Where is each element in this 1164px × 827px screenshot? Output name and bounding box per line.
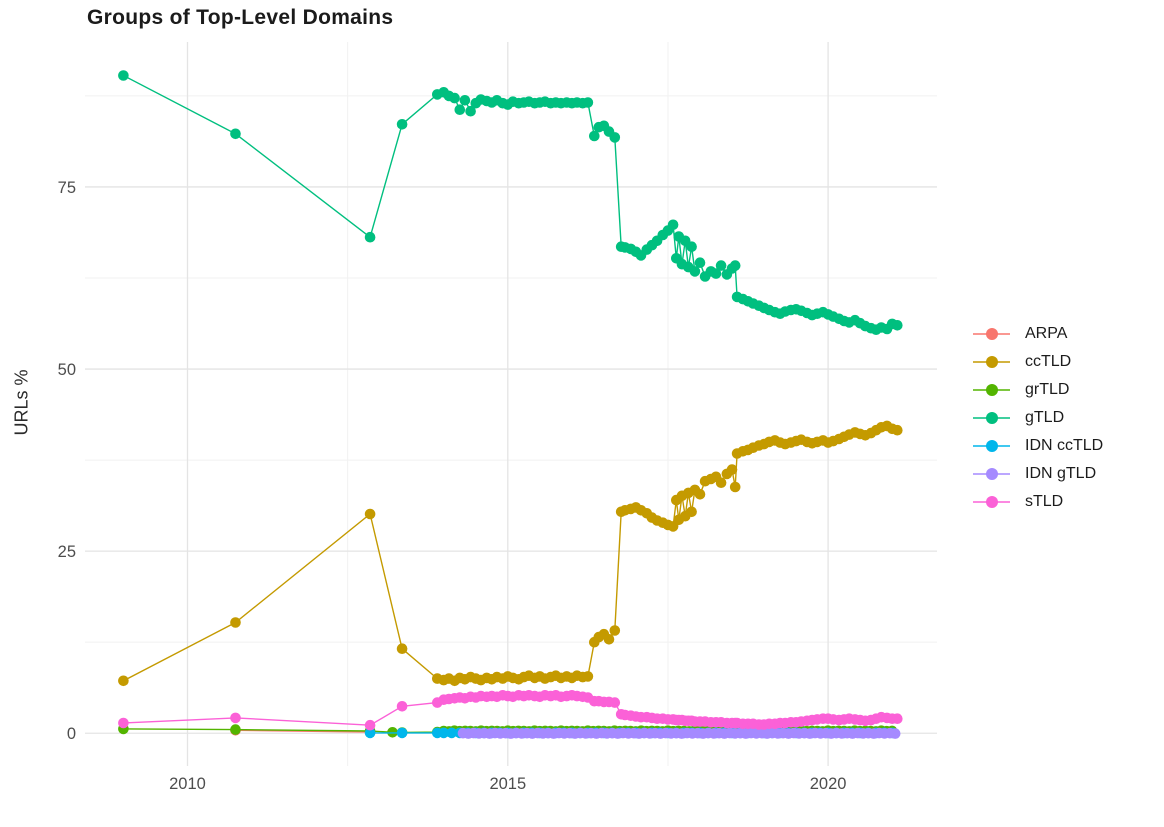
data-point bbox=[892, 713, 903, 724]
data-point bbox=[364, 727, 376, 739]
data-point bbox=[582, 671, 594, 682]
legend-dot-icon bbox=[986, 440, 998, 452]
data-point bbox=[364, 508, 376, 520]
data-point bbox=[710, 268, 722, 279]
data-point bbox=[438, 727, 450, 739]
data-point bbox=[689, 266, 701, 277]
legend-item-sTLD: sTLD bbox=[973, 488, 1103, 516]
data-point bbox=[603, 634, 615, 645]
legend-item-ARPA: ARPA bbox=[973, 320, 1103, 348]
data-point bbox=[589, 130, 600, 142]
data-point bbox=[230, 617, 241, 628]
data-point bbox=[715, 260, 727, 271]
legend-dot-icon bbox=[986, 468, 998, 480]
legend-key-icon bbox=[973, 467, 1010, 481]
y-tick-label: 25 bbox=[58, 543, 76, 561]
legend-item-ccTLD: ccTLD bbox=[973, 348, 1103, 376]
data-point bbox=[609, 132, 621, 143]
y-axis-title: URLs % bbox=[11, 369, 32, 436]
series-line-ARPA bbox=[235, 729, 371, 733]
x-tick-label: 2020 bbox=[810, 775, 847, 793]
legend-key-icon bbox=[973, 383, 1010, 397]
data-point bbox=[446, 727, 458, 739]
x-tick-label: 2015 bbox=[489, 775, 526, 793]
data-point bbox=[609, 697, 621, 708]
legend-label: ccTLD bbox=[1025, 353, 1072, 370]
legend-key-icon bbox=[973, 439, 1010, 453]
legend: ARPA ccTLD grTLD gTLD IDN ccTLD IDN gTLD sTLD bbox=[973, 320, 1103, 516]
data-point bbox=[715, 477, 727, 489]
legend-dot-icon bbox=[986, 356, 998, 368]
y-tick-label: 75 bbox=[58, 179, 76, 197]
legend-dot-icon bbox=[986, 328, 998, 340]
data-point bbox=[892, 320, 903, 331]
data-point bbox=[459, 95, 471, 106]
data-point bbox=[889, 728, 901, 739]
legend-label: ARPA bbox=[1025, 325, 1068, 342]
data-point bbox=[118, 70, 129, 81]
data-point bbox=[667, 219, 679, 231]
data-point bbox=[694, 257, 706, 269]
data-point bbox=[449, 92, 460, 104]
legend-label: gTLD bbox=[1025, 409, 1065, 426]
legend-item-gTLD: gTLD bbox=[973, 404, 1103, 432]
legend-label: sTLD bbox=[1025, 493, 1064, 510]
legend-label: IDN ccTLD bbox=[1025, 437, 1104, 454]
data-point bbox=[364, 231, 376, 243]
data-point bbox=[396, 701, 408, 712]
chart-title: Groups of Top-Level Domains bbox=[87, 6, 394, 29]
data-point bbox=[364, 719, 376, 731]
data-point bbox=[686, 506, 697, 518]
data-point bbox=[729, 260, 741, 271]
legend-dot-icon bbox=[986, 412, 998, 424]
data-point bbox=[230, 128, 241, 140]
legend-key-icon bbox=[973, 327, 1010, 341]
data-point bbox=[465, 105, 476, 117]
legend-item-IDN-gTLD: IDN gTLD bbox=[973, 460, 1103, 488]
legend-label: grTLD bbox=[1025, 381, 1070, 398]
legend-item-grTLD: grTLD bbox=[973, 376, 1103, 404]
data-point bbox=[396, 643, 408, 654]
data-point bbox=[694, 489, 706, 500]
legend-key-icon bbox=[973, 495, 1010, 509]
data-point bbox=[118, 717, 129, 729]
legend-item-IDN-ccTLD: IDN ccTLD bbox=[973, 432, 1103, 460]
data-point bbox=[729, 481, 741, 493]
data-point bbox=[230, 724, 241, 735]
legend-dot-icon bbox=[986, 496, 998, 508]
legend-label: IDN gTLD bbox=[1025, 465, 1097, 482]
data-point bbox=[396, 119, 408, 130]
y-tick-label: 0 bbox=[67, 725, 76, 743]
series-line-gTLD bbox=[123, 74, 898, 331]
legend-key-icon bbox=[973, 355, 1010, 369]
x-tick-label: 2010 bbox=[169, 775, 206, 793]
y-tick-label: 50 bbox=[58, 361, 76, 379]
legend-key-icon bbox=[973, 411, 1010, 425]
data-point bbox=[726, 464, 738, 475]
data-point bbox=[892, 424, 903, 436]
data-point bbox=[582, 97, 594, 108]
data-point bbox=[454, 104, 466, 115]
data-point bbox=[118, 675, 129, 687]
legend-dot-icon bbox=[986, 384, 998, 396]
data-point bbox=[230, 712, 241, 724]
data-point bbox=[686, 241, 697, 252]
data-point bbox=[609, 625, 621, 636]
data-point bbox=[396, 727, 408, 739]
